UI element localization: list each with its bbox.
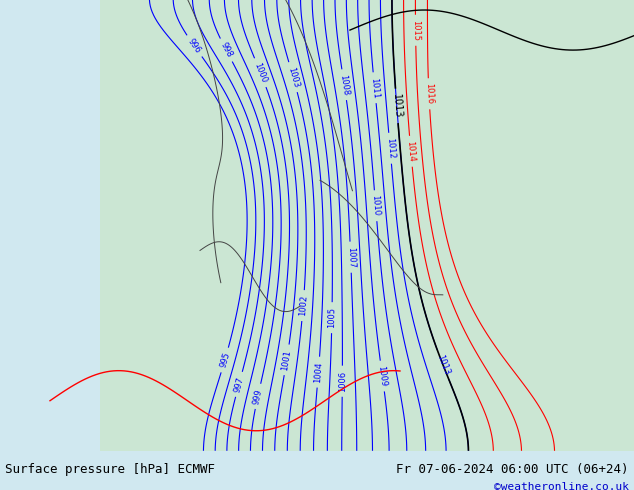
Text: 999: 999 — [252, 388, 264, 405]
Text: 1004: 1004 — [313, 361, 324, 383]
Text: 1013: 1013 — [391, 93, 403, 119]
Text: 1002: 1002 — [298, 295, 309, 317]
Text: 1007: 1007 — [346, 246, 356, 268]
Text: 1012: 1012 — [385, 137, 396, 159]
Text: Fr 07-06-2024 06:00 UTC (06+24): Fr 07-06-2024 06:00 UTC (06+24) — [396, 463, 629, 476]
Polygon shape — [0, 0, 100, 451]
Text: ©weatheronline.co.uk: ©weatheronline.co.uk — [494, 482, 629, 490]
Text: 1006: 1006 — [338, 370, 347, 392]
Text: 1014: 1014 — [405, 141, 417, 162]
Text: 995: 995 — [218, 351, 231, 369]
Text: 997: 997 — [233, 375, 245, 393]
Text: Surface pressure [hPa] ECMWF: Surface pressure [hPa] ECMWF — [5, 463, 215, 476]
Text: 1008: 1008 — [338, 74, 350, 96]
Text: 1010: 1010 — [370, 195, 381, 217]
Polygon shape — [100, 0, 634, 451]
Text: 1013: 1013 — [435, 353, 451, 376]
Text: 996: 996 — [186, 37, 203, 55]
Text: 1015: 1015 — [411, 20, 420, 41]
Text: 1005: 1005 — [327, 307, 337, 328]
Text: 1001: 1001 — [281, 349, 293, 371]
Text: 998: 998 — [219, 41, 234, 59]
Text: 1016: 1016 — [424, 83, 434, 104]
Text: 1009: 1009 — [377, 365, 388, 387]
Text: 1003: 1003 — [286, 66, 301, 89]
Text: 1011: 1011 — [369, 77, 380, 98]
Text: 1000: 1000 — [252, 61, 268, 84]
